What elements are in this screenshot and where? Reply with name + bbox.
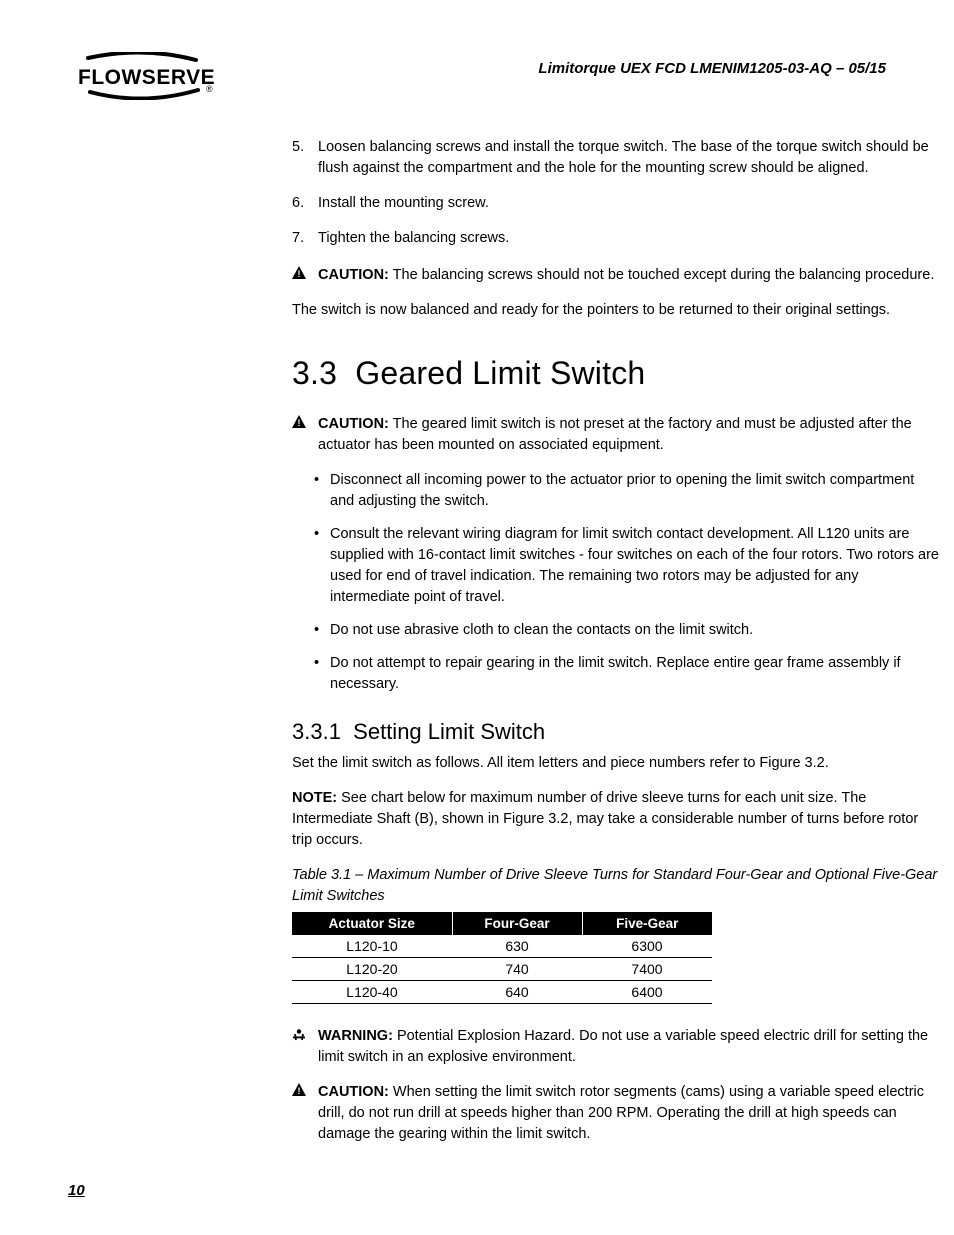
warning-explosion: WARNING: Potential Explosion Hazard. Do …: [292, 1026, 940, 1068]
note-drive-sleeve: NOTE: See chart below for maximum number…: [292, 788, 940, 851]
caution-label: CAUTION:: [318, 267, 389, 283]
svg-text:!: !: [298, 1086, 301, 1096]
balanced-para: The switch is now balanced and ready for…: [292, 300, 940, 321]
drive-sleeve-table: Actuator Size Four-Gear Five-Gear L120-1…: [292, 912, 712, 1004]
caution-icon: !: [292, 415, 318, 457]
numbered-steps: 5.Loosen balancing screws and install th…: [292, 137, 940, 249]
setting-intro: Set the limit switch as follows. All ite…: [292, 753, 940, 774]
flowserve-logo: FLOWSERVE ®: [68, 52, 218, 105]
caution-text: The geared limit switch is not preset at…: [318, 416, 912, 453]
bullet-item: Do not use abrasive cloth to clean the c…: [314, 620, 940, 641]
bullet-item: Disconnect all incoming power to the act…: [314, 470, 940, 512]
note-label: NOTE:: [292, 790, 337, 806]
col-actuator: Actuator Size: [292, 912, 452, 935]
warning-label: WARNING:: [318, 1028, 393, 1044]
table-row: L120-207407400: [292, 957, 712, 980]
caution-icon: !: [292, 266, 318, 287]
page: FLOWSERVE ® Limitorque UEX FCD LMENIM120…: [0, 0, 954, 1235]
svg-text:!: !: [298, 269, 301, 279]
warning-icon: [292, 1027, 318, 1069]
step-7: 7.Tighten the balancing screws.: [292, 228, 940, 249]
table-header-row: Actuator Size Four-Gear Five-Gear: [292, 912, 712, 935]
step-6: 6.Install the mounting screw.: [292, 193, 940, 214]
caution-text: When setting the limit switch rotor segm…: [318, 1084, 924, 1142]
bullets-3-3: Disconnect all incoming power to the act…: [292, 470, 940, 695]
caution-balancing: ! CAUTION: The balancing screws should n…: [292, 265, 940, 286]
table-row: L120-406406400: [292, 980, 712, 1003]
caution-label: CAUTION:: [318, 1084, 389, 1100]
table-caption: Table 3.1 – Maximum Number of Drive Slee…: [292, 865, 940, 906]
caution-geared: ! CAUTION: The geared limit switch is no…: [292, 414, 940, 456]
main-content: 5.Loosen balancing screws and install th…: [292, 137, 940, 1145]
page-number: 10: [68, 1182, 85, 1199]
svg-text:®: ®: [206, 84, 213, 94]
svg-text:FLOWSERVE: FLOWSERVE: [78, 66, 215, 89]
caution-icon: !: [292, 1083, 318, 1146]
caution-text: The balancing screws should not be touch…: [389, 267, 934, 283]
svg-text:!: !: [298, 418, 301, 428]
warning-text: Potential Explosion Hazard. Do not use a…: [318, 1028, 928, 1065]
step-5: 5.Loosen balancing screws and install th…: [292, 137, 940, 179]
section-3-3-heading: 3.3 Geared Limit Switch: [292, 355, 940, 392]
bullet-item: Consult the relevant wiring diagram for …: [314, 524, 940, 608]
bullet-item: Do not attempt to repair gearing in the …: [314, 653, 940, 695]
caution-drill-speed: ! CAUTION: When setting the limit switch…: [292, 1082, 940, 1145]
note-text: See chart below for maximum number of dr…: [292, 790, 918, 848]
section-3-3-1-heading: 3.3.1 Setting Limit Switch: [292, 719, 940, 745]
caution-label: CAUTION:: [318, 416, 389, 432]
col-five-gear: Five-Gear: [582, 912, 712, 935]
table-row: L120-106306300: [292, 935, 712, 958]
col-four-gear: Four-Gear: [452, 912, 582, 935]
